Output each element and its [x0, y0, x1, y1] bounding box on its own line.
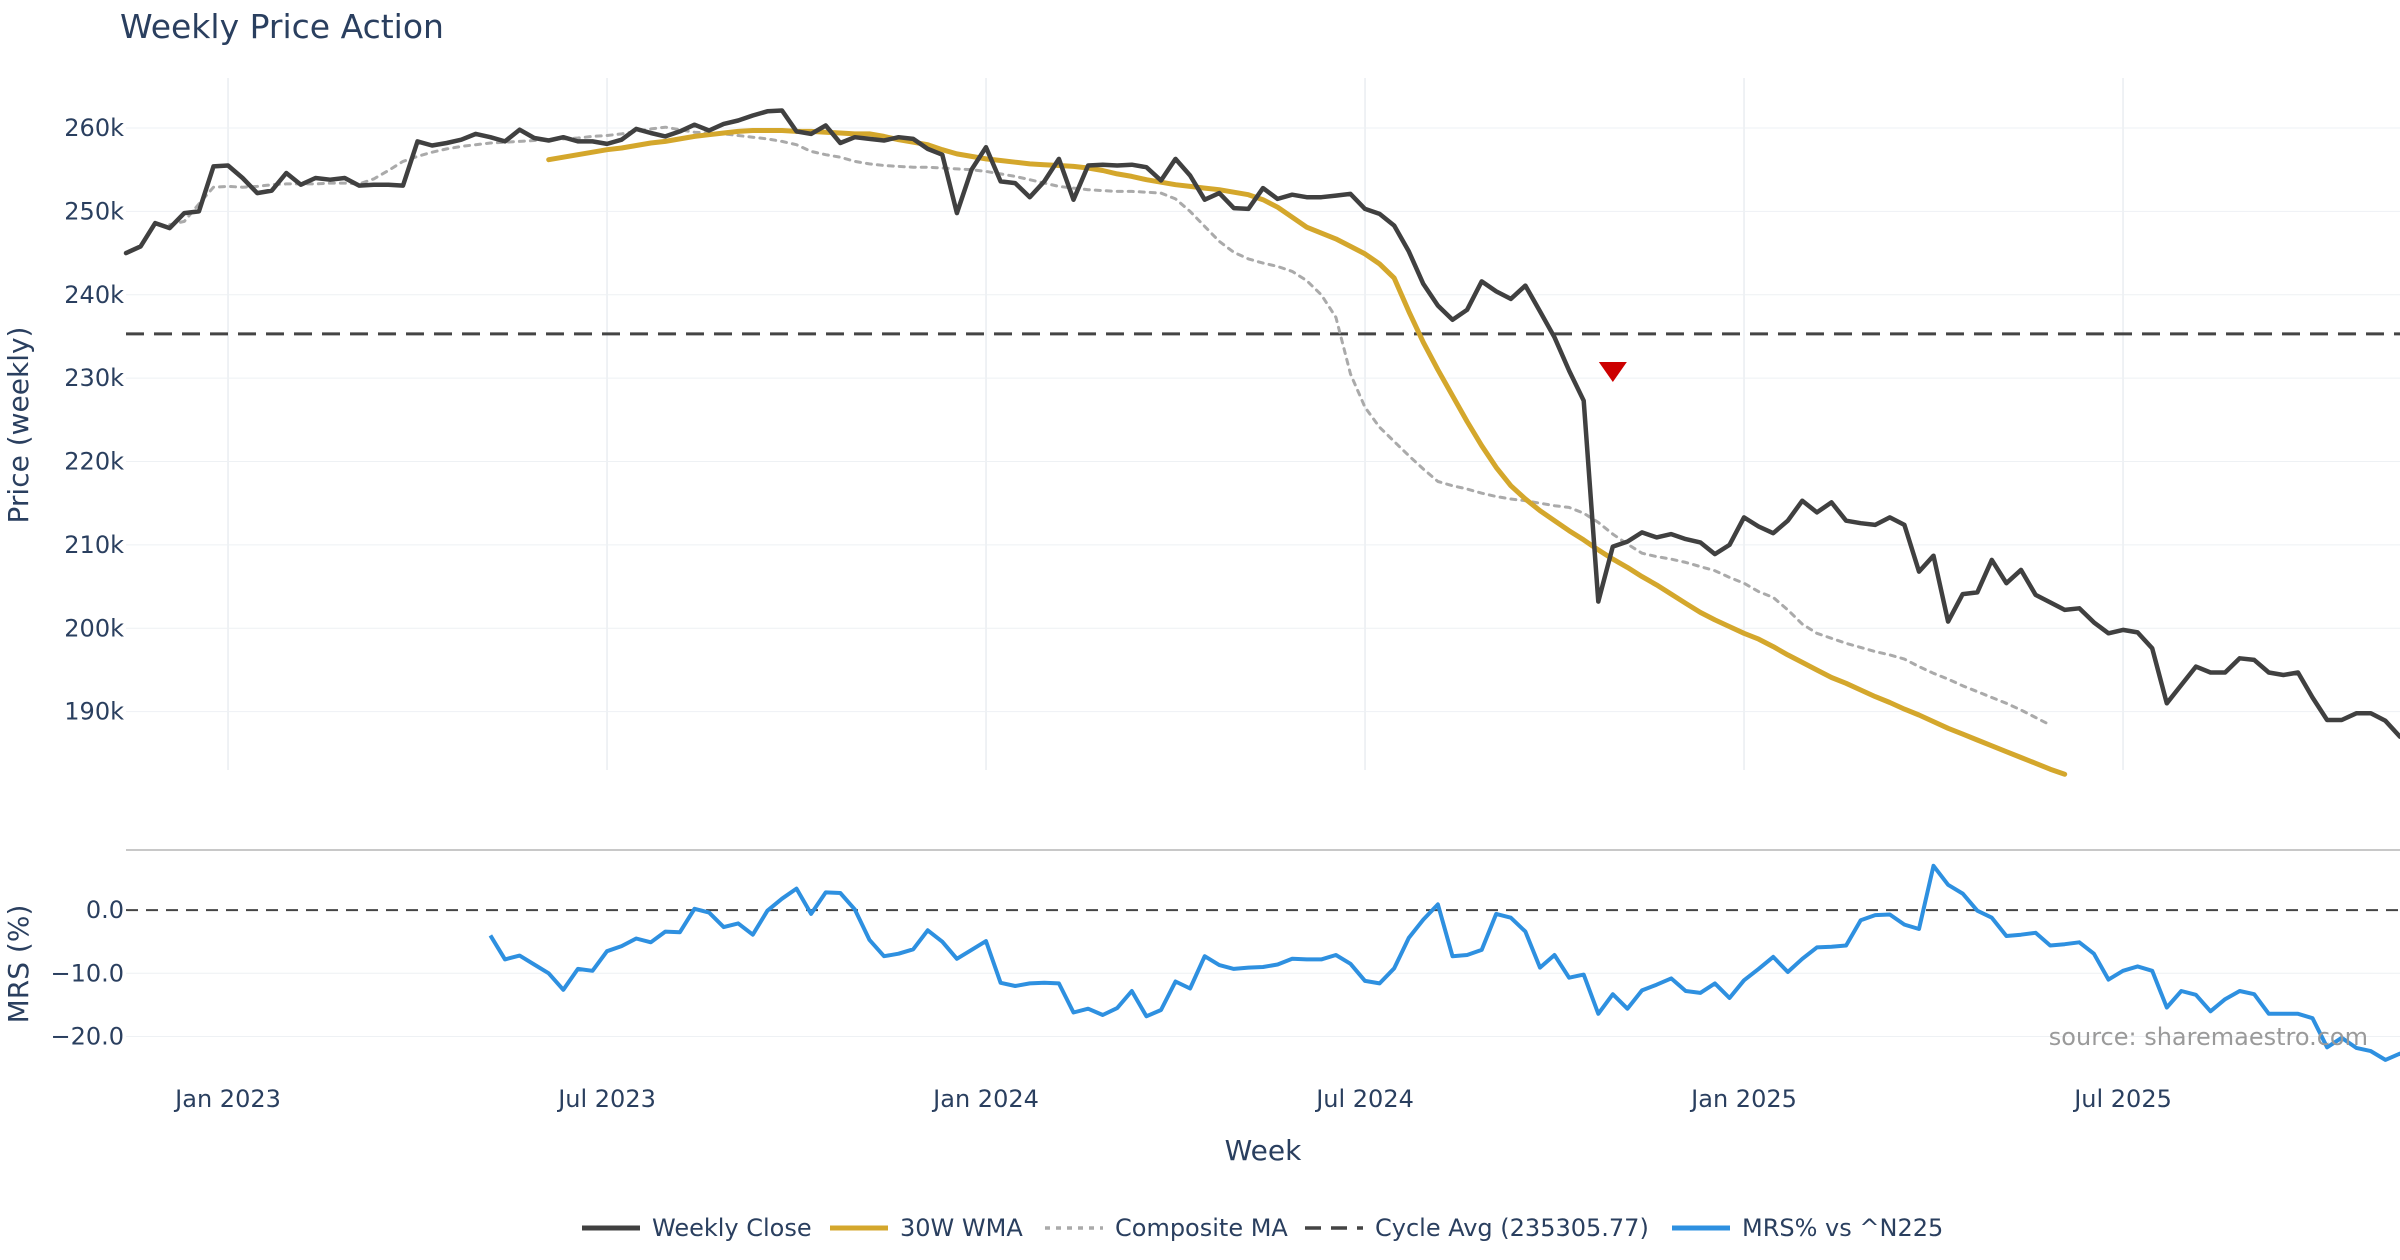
legend-label: MRS% vs ^N225 — [1742, 1214, 1943, 1242]
legend-label: Weekly Close — [652, 1214, 812, 1242]
mrs-y-tick-label: −20.0 — [50, 1023, 124, 1051]
x-tick-label: Jul 2024 — [1314, 1085, 1414, 1113]
series-layer — [123, 108, 2400, 1062]
x-tick-label: Jan 2024 — [931, 1085, 1039, 1113]
x-ticks: Jan 2023 Jul 2023 Jan 2024 Jul 2024 Jan 2025… — [173, 1085, 2172, 1113]
price-y-tick-label: 240k — [64, 281, 124, 309]
mrs-y-axis-label: MRS (%) — [2, 905, 35, 1024]
price-y-axis-label: Price (weekly) — [2, 327, 35, 524]
series-weekly-close — [123, 108, 2400, 739]
sell-signal-marker — [1598, 361, 1627, 382]
source-note: source: sharemaestro.com — [2049, 1023, 2368, 1051]
mrs-y-ticks: 0.0 −10.0 −20.0 — [50, 896, 124, 1050]
legend: Weekly Close 30W WMA Composite MA Cycle Avg… — [582, 1214, 1943, 1242]
x-gridlines — [227, 78, 2124, 770]
legend-label: Cycle Avg (235305.77) — [1375, 1214, 1649, 1242]
mrs-gridlines — [126, 909, 2400, 1038]
x-tick-label: Jul 2025 — [2072, 1085, 2172, 1113]
price-y-tick-label: 230k — [64, 364, 124, 392]
price-y-tick-label: 190k — [64, 698, 124, 726]
price-y-tick-label: 200k — [64, 614, 124, 642]
price-gridlines — [126, 127, 2400, 713]
legend-label: 30W WMA — [900, 1214, 1023, 1242]
mrs-y-tick-label: −10.0 — [50, 959, 124, 987]
x-tick-label: Jul 2023 — [556, 1085, 656, 1113]
series-mrs — [488, 863, 2400, 1062]
series-30w-wma — [546, 128, 2068, 777]
price-y-tick-label: 220k — [64, 448, 124, 476]
price-y-tick-label: 210k — [64, 531, 124, 559]
x-tick-label: Jan 2023 — [173, 1085, 281, 1113]
x-axis-label: Week — [1225, 1134, 1302, 1167]
legend-label: Composite MA — [1115, 1214, 1288, 1242]
price-y-tick-label: 250k — [64, 197, 124, 225]
x-tick-label: Jan 2025 — [1689, 1085, 1797, 1113]
series-composite-ma — [168, 125, 2052, 727]
price-y-tick-label: 260k — [64, 114, 124, 142]
price-y-ticks: 190k 200k 210k 220k 230k 240k 250k 260k — [64, 114, 124, 726]
mrs-y-tick-label: 0.0 — [86, 896, 124, 924]
chart-title: Weekly Price Action — [120, 7, 444, 46]
